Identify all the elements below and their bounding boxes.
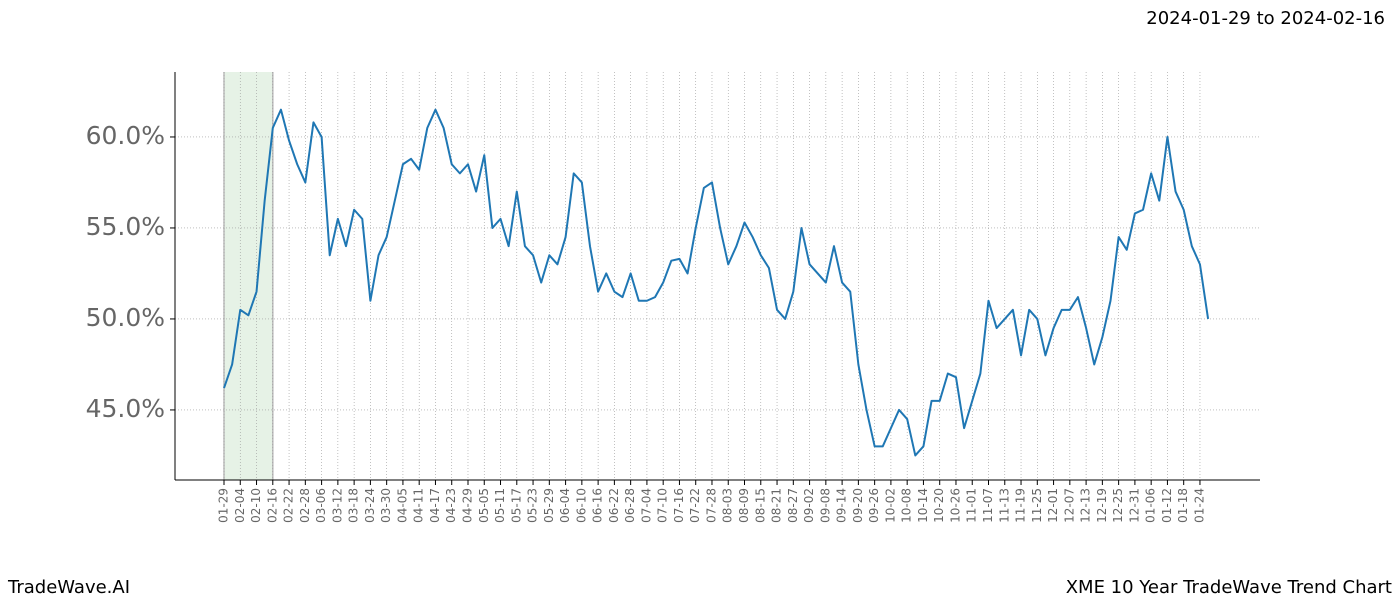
x-tick-label: 05-17 bbox=[509, 488, 523, 523]
x-tick-label: 12-01 bbox=[1046, 488, 1060, 523]
x-tick-label: 12-19 bbox=[1095, 488, 1109, 523]
x-tick-label: 02-28 bbox=[298, 488, 312, 523]
x-tick-label: 06-04 bbox=[558, 488, 572, 523]
x-tick-label: 08-15 bbox=[753, 488, 767, 523]
line-series bbox=[223, 108, 1210, 457]
x-tick-label: 02-04 bbox=[233, 488, 247, 523]
y-tick-label: 60.0% bbox=[86, 121, 165, 150]
x-tick-label: 09-02 bbox=[802, 488, 816, 523]
x-tick-label: 08-21 bbox=[770, 488, 784, 523]
x-tick-label: 05-05 bbox=[477, 488, 491, 523]
x-tick-label: 07-10 bbox=[656, 488, 670, 523]
x-tick-label: 03-06 bbox=[314, 488, 328, 523]
x-tick-label: 02-10 bbox=[249, 488, 263, 523]
x-tick-label: 12-31 bbox=[1127, 488, 1141, 523]
x-tick-label: 06-10 bbox=[574, 488, 588, 523]
brand: TradeWave.AI bbox=[7, 577, 130, 598]
x-tick-label: 01-29 bbox=[217, 488, 231, 523]
x-tick-label: 06-22 bbox=[607, 488, 621, 523]
x-tick-label: 07-22 bbox=[688, 488, 702, 523]
x-tick-label: 10-02 bbox=[883, 488, 897, 523]
x-tick-label: 03-18 bbox=[347, 488, 361, 523]
x-tick-label: 10-26 bbox=[948, 488, 962, 523]
x-tick-label: 01-12 bbox=[1160, 488, 1174, 523]
x-tick-label: 01-24 bbox=[1192, 488, 1206, 523]
chart-title: XME 10 Year TradeWave Trend Chart bbox=[1066, 577, 1392, 598]
x-tick-label: 02-22 bbox=[282, 488, 296, 523]
x-tick-label: 04-05 bbox=[395, 488, 409, 523]
x-tick-label: 02-16 bbox=[265, 488, 279, 523]
x-tick-label: 07-16 bbox=[672, 488, 686, 523]
x-tick-label: 11-01 bbox=[965, 488, 979, 523]
date-range: 2024-01-29 to 2024-02-16 bbox=[1146, 8, 1385, 29]
x-tick-label: 12-13 bbox=[1079, 488, 1093, 523]
x-tick-label: 03-30 bbox=[379, 488, 393, 523]
x-tick-label: 12-07 bbox=[1062, 488, 1076, 523]
highlight-band bbox=[224, 72, 273, 480]
x-tick-label: 12-25 bbox=[1111, 488, 1125, 523]
x-tick-label: 06-16 bbox=[591, 488, 605, 523]
x-tick-label: 01-18 bbox=[1176, 488, 1190, 523]
y-tick-label: 55.0% bbox=[86, 212, 165, 241]
x-tick-label: 11-25 bbox=[1030, 488, 1044, 523]
x-tick-label: 01-06 bbox=[1144, 488, 1158, 523]
x-tick-label: 10-20 bbox=[932, 488, 946, 523]
x-tick-label: 03-24 bbox=[363, 488, 377, 523]
x-tick-label: 07-28 bbox=[704, 488, 718, 523]
x-tick-label: 11-19 bbox=[1014, 488, 1028, 523]
x-tick-label: 09-08 bbox=[818, 488, 832, 523]
x-tick-label: 08-03 bbox=[721, 488, 735, 523]
x-tick-label: 08-09 bbox=[737, 488, 751, 523]
x-tick-label: 11-13 bbox=[997, 488, 1011, 523]
x-tick-label: 05-23 bbox=[526, 488, 540, 523]
y-tick-label: 45.0% bbox=[86, 394, 165, 423]
x-tick-label: 05-11 bbox=[493, 488, 507, 523]
x-tick-label: 04-17 bbox=[428, 488, 442, 523]
x-tick-label: 11-07 bbox=[981, 488, 995, 523]
y-tick-label: 50.0% bbox=[86, 303, 165, 332]
x-tick-label: 09-20 bbox=[851, 488, 865, 523]
x-tick-label: 07-04 bbox=[639, 488, 653, 523]
x-tick-label: 04-23 bbox=[444, 488, 458, 523]
x-tick-label: 08-27 bbox=[786, 488, 800, 523]
x-tick-label: 04-29 bbox=[460, 488, 474, 523]
x-tick-label: 09-26 bbox=[867, 488, 881, 523]
x-tick-label: 06-28 bbox=[623, 488, 637, 523]
x-tick-label: 10-14 bbox=[916, 488, 930, 523]
x-tick-label: 05-29 bbox=[542, 488, 556, 523]
x-tick-label: 10-08 bbox=[900, 488, 914, 523]
x-tick-label: 04-11 bbox=[412, 488, 426, 523]
x-tick-label: 03-12 bbox=[330, 488, 344, 523]
x-tick-label: 09-14 bbox=[835, 488, 849, 523]
